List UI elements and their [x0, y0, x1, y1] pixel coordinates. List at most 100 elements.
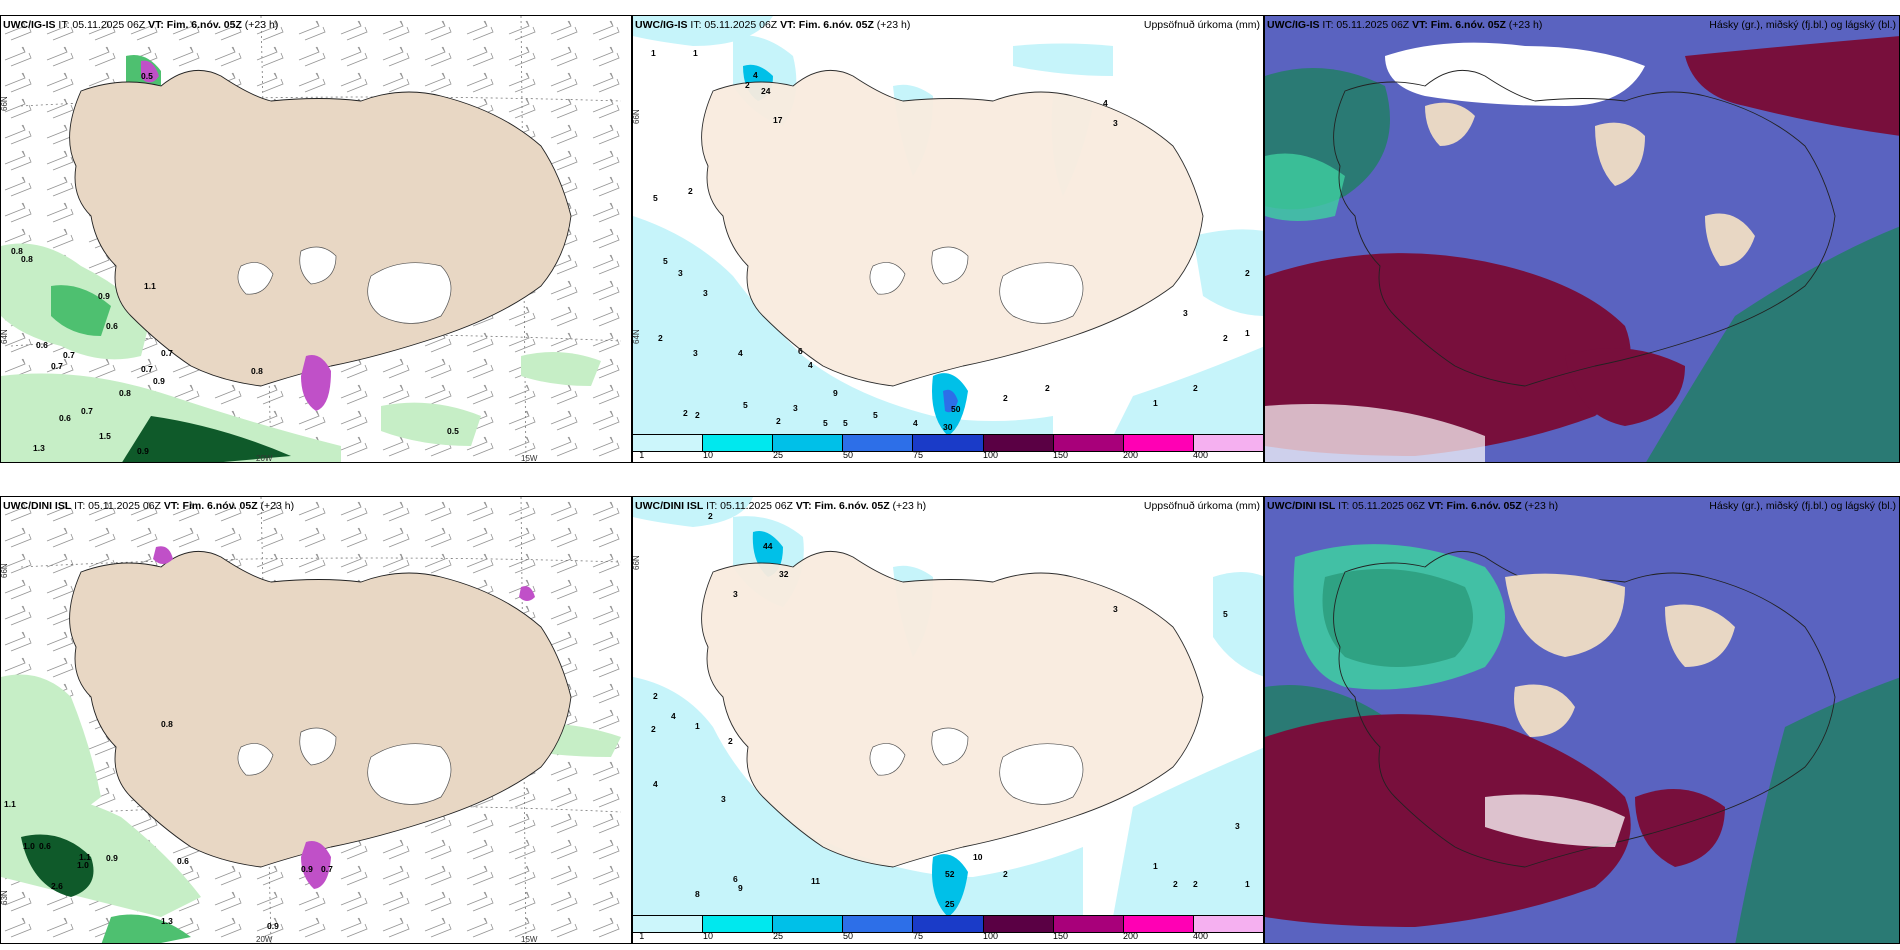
precip-value: 6 [733, 874, 738, 884]
precip-value: 1 [1245, 328, 1250, 338]
init-time: IT: 05.11.2025 06Z [703, 500, 796, 512]
panel-title: UWC/IG-IS IT: 05.11.2025 06Z VT: Fim. 6.… [1267, 19, 1542, 31]
colorbar-tick: 50 [843, 931, 854, 941]
lat-label-66n: 66N [633, 109, 641, 124]
precip-value: 1.5 [99, 431, 111, 441]
model-name: UWC/DINI ISL [1267, 500, 1336, 512]
colorbar-swatch [1053, 435, 1124, 451]
colorbar-swatch [633, 916, 704, 932]
precip-value: 2 [1193, 383, 1198, 393]
colorbar-swatch [1193, 916, 1263, 932]
colorbar-ticks: 1 10 25 50 75 100 150 200 400 [633, 450, 1263, 462]
lat-label-66n: 66N [1, 563, 9, 578]
colorbar-tick: 100 [983, 450, 999, 460]
colorbar-swatch [1123, 435, 1194, 451]
precip-value: 5 [843, 418, 848, 428]
precip-values-p1: 0.5 0.8 0.8 0.9 0.6 1.1 0.6 0.7 0.7 0.7 … [11, 71, 459, 456]
precip-value: 1.1 [4, 799, 16, 809]
panel-title: UWC/DINI ISL IT: 05.11.2025 06Z VT: Fim.… [635, 500, 926, 512]
precip-value: 1.3 [33, 443, 45, 453]
precip-value: 9 [738, 883, 743, 893]
colorbar-tick: 10 [702, 450, 713, 460]
precip-value: 2 [683, 408, 688, 418]
colorbar-swatch [1193, 435, 1263, 451]
lat-label-63n: 63N [1, 890, 9, 905]
precip-value: 4 [808, 360, 813, 370]
precip-value: 17 [773, 115, 783, 125]
precip-value: 2 [708, 511, 713, 521]
panel-igis-cloud-cover: UWC/IG-IS IT: 05.11.2025 06Z VT: Fim. 6.… [1264, 15, 1900, 463]
precip-colorbar: 1 10 25 50 75 100 150 200 400 [633, 915, 1263, 943]
model-name: UWC/DINI ISL [3, 500, 72, 512]
precip-value: 1.3 [161, 916, 173, 926]
colorbar-swatch [703, 916, 774, 932]
precip-values-p5: 2 44 32 3 2 4 2 1 4 2 3 6 11 8 9 52 25 1… [651, 511, 1250, 909]
precip-value: 5 [743, 400, 748, 410]
map-dini-accum-precip: 66N 2 44 32 3 2 4 2 1 4 2 3 6 11 8 9 52 … [633, 497, 1263, 943]
map-dini-cloud-cover [1265, 497, 1899, 943]
precip-value: 2 [1045, 383, 1050, 393]
colorbar-swatch [983, 435, 1054, 451]
colorbar-tick: 150 [1053, 450, 1069, 460]
precip-value: 0.9 [267, 921, 279, 931]
colorbar-swatch [843, 916, 914, 932]
panel-field-title: Uppsöfnuð úrkoma (mm) [1143, 500, 1260, 512]
colorbar-swatches [633, 434, 1263, 452]
precip-value: 0.7 [141, 364, 153, 374]
precip-value: 9 [833, 388, 838, 398]
precip-value: 1 [1153, 398, 1158, 408]
precip-value: 0.8 [251, 366, 263, 376]
colorbar-tick: 25 [772, 931, 783, 941]
precip-value: 1 [651, 48, 656, 58]
precip-value: 2 [728, 736, 733, 746]
precip-value: 5 [663, 256, 668, 266]
precip-value: 0.9 [106, 853, 118, 863]
precip-value: 3 [1183, 308, 1188, 318]
colorbar-swatch [913, 435, 984, 451]
precip-value: 5 [873, 410, 878, 420]
lon-label-20w: 20W [256, 454, 273, 463]
colorbar-tick: 150 [1053, 931, 1069, 941]
precip-value: 3 [733, 589, 738, 599]
precip-value: 0.7 [63, 350, 75, 360]
panel-field-title: Hásky (gr.), miðský (fj.bl.) og lágský (… [1709, 500, 1896, 512]
lat-label-64n: 64N [633, 329, 641, 344]
colorbar-tick: 50 [843, 450, 854, 460]
precip-value: 0.7 [81, 406, 93, 416]
precip-values-p4: 1.1 1.0 0.6 1.0 0.9 1.1 2.6 0.7 0.9 0.8 … [4, 719, 333, 931]
precip-value: 50 [951, 404, 961, 414]
panel-field-title: Hásky (gr.), miðský (fj.bl.) og lágský (… [1709, 19, 1896, 31]
precip-value: 0.6 [36, 340, 48, 350]
precip-value: 11 [811, 876, 820, 886]
init-time: IT: 05.11.2025 06Z [1335, 500, 1428, 512]
init-time: IT: 05.11.2025 06Z [687, 19, 781, 31]
lon-label-20w: 20W [256, 935, 273, 944]
precip-value: 2.6 [51, 881, 63, 891]
precip-value: 1.0 [23, 841, 35, 851]
panel-dini-cloud-cover: UWC/DINI ISL IT: 05.11.2025 06Z VT: Fim.… [1264, 496, 1900, 944]
precip-value: 2 [1173, 879, 1178, 889]
colorbar-swatch [773, 916, 844, 932]
precip-value: 1.1 [144, 281, 156, 291]
precip-value: 0.8 [119, 388, 131, 398]
colorbar-tick: 10 [702, 931, 713, 941]
precip-value: 1 [693, 48, 698, 58]
precip-value: 2 [695, 410, 700, 420]
colorbar-tick: 1 [639, 450, 645, 460]
panel-igis-wind-precip: 20W 15W 66N 64N 0.5 0.8 0.8 0.9 0.6 1.1 … [0, 15, 632, 463]
colorbar-tick: 75 [912, 450, 923, 460]
precip-value: 3 [693, 348, 698, 358]
precip-value: 2 [658, 333, 663, 343]
panel-igis-accum-precip: 66N 64N 1 1 2 4 24 17 5 2 5 3 3 2 4 3 2 … [632, 15, 1264, 463]
colorbar-swatch [703, 435, 774, 451]
precip-value: 24 [761, 86, 771, 96]
precip-value: 5 [823, 418, 828, 428]
valid-time: VT: Fim. 6.nóv. 05Z [163, 500, 258, 512]
lat-label-66n: 66N [1, 96, 9, 111]
colorbar-swatch [1053, 916, 1124, 932]
precip-value: 3 [1235, 821, 1240, 831]
precip-value: 0.6 [177, 856, 189, 866]
lat-label-64n: 64N [1, 329, 9, 344]
colorbar-tick: 200 [1123, 450, 1139, 460]
map-igis-cloud-cover [1265, 16, 1899, 462]
